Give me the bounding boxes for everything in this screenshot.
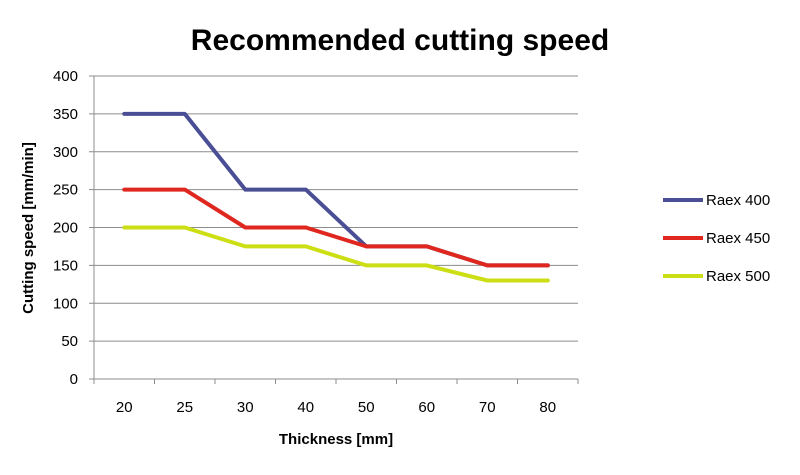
legend: Raex 400 Raex 450 Raex 500 — [663, 192, 770, 285]
axes: 0 50 100 150 200 250 300 350 400 20 25 30 40 50 60 70 80 — [53, 68, 579, 416]
chart-title: Recommended cutting speed — [191, 24, 609, 57]
series-line-raex-500 — [122, 225, 550, 283]
y-tick-label: 350 — [53, 106, 78, 123]
y-tick-label: 250 — [53, 182, 78, 199]
y-tick-label: 50 — [61, 333, 78, 350]
series-lines — [122, 111, 550, 283]
series-line-raex-450 — [122, 187, 550, 268]
legend-label: Raex 450 — [706, 230, 770, 247]
x-tick-label: 80 — [539, 399, 556, 416]
y-tick-label: 150 — [53, 257, 78, 274]
y-tick-label: 200 — [53, 220, 78, 237]
y-tick-label: 400 — [53, 68, 78, 85]
x-tick-label: 40 — [297, 399, 314, 416]
y-tick-label: 100 — [53, 295, 78, 312]
y-tick-label: 300 — [53, 144, 78, 161]
x-tick-label: 60 — [418, 399, 435, 416]
x-tick-label: 30 — [237, 399, 254, 416]
x-tick-label: 20 — [116, 399, 133, 416]
x-tick-label: 25 — [176, 399, 193, 416]
y-axis-label: Cutting speed [mm/min] — [20, 142, 37, 314]
legend-label: Raex 500 — [706, 268, 770, 285]
x-axis-label: Thickness [mm] — [279, 431, 393, 448]
y-tick-label: 0 — [70, 371, 78, 388]
legend-label: Raex 400 — [706, 192, 770, 209]
x-tick-label: 70 — [479, 399, 496, 416]
x-tick-label: 50 — [358, 399, 375, 416]
